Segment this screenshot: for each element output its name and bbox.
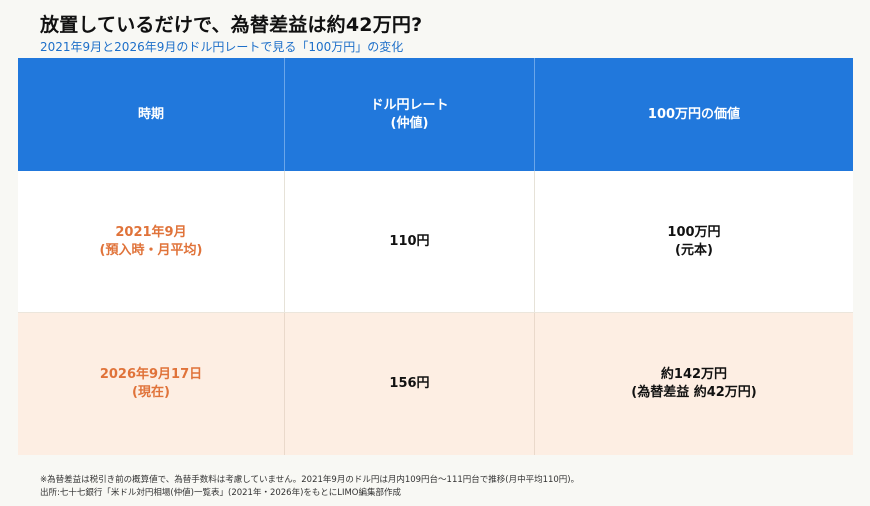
row2-period: 2026年9月17日 (現在) [18, 313, 285, 455]
row2-value-amount: 約142万円 [660, 367, 728, 382]
footnote-disclaimer: ※為替差益は税引き前の概算値で、為替手数料は考慮していません。2021年9月のド… [40, 475, 580, 485]
header-rate-label: ドル円レート [370, 97, 449, 113]
row2-rate: 156円 [285, 313, 535, 455]
row1-period-note: (預入時・月平均) [99, 242, 203, 258]
row2-rate-value: 156円 [389, 376, 430, 391]
header-value-label: 100万円の価値 [647, 106, 741, 122]
row2-value-note: (為替差益 約42万円) [631, 385, 757, 400]
row1-value-amount: 100万円 [667, 224, 721, 240]
row1-value: 100万円 (元本) [535, 171, 853, 313]
row1-period: 2021年9月 (預入時・月平均) [18, 171, 285, 313]
row2-value: 約142万円 (為替差益 約42万円) [535, 313, 853, 455]
footnote-source: 出所:七十七銀行「米ドル対円相場(仲値)一覧表」(2021年・2026年)をもと… [40, 488, 401, 498]
header-value: 100万円の価値 [535, 58, 853, 171]
row2-period-note: (現在) [132, 385, 170, 400]
page-subtitle: 2021年9月と2026年9月のドル円レートで見る「100万円」の変化 [40, 40, 404, 54]
header-rate-sublabel: (仲値) [390, 115, 429, 131]
row1-rate: 110円 [285, 171, 535, 313]
header-rate: ドル円レート (仲値) [285, 58, 535, 171]
row1-rate-value: 110円 [389, 233, 430, 249]
row1-period-date: 2021年9月 [115, 224, 187, 240]
page-title: 放置しているだけで、為替差益は約42万円? [40, 14, 423, 36]
comparison-table: 時期 ドル円レート (仲値) 100万円の価値 2021年9月 (預入時・月平均… [18, 58, 853, 455]
header-period-label: 時期 [137, 106, 164, 122]
row2-period-date: 2026年9月17日 [99, 367, 203, 382]
header-period: 時期 [18, 58, 285, 171]
row1-value-note: (元本) [675, 242, 713, 258]
footnotes: ※為替差益は税引き前の概算値で、為替手数料は考慮していません。2021年9月のド… [40, 474, 579, 500]
